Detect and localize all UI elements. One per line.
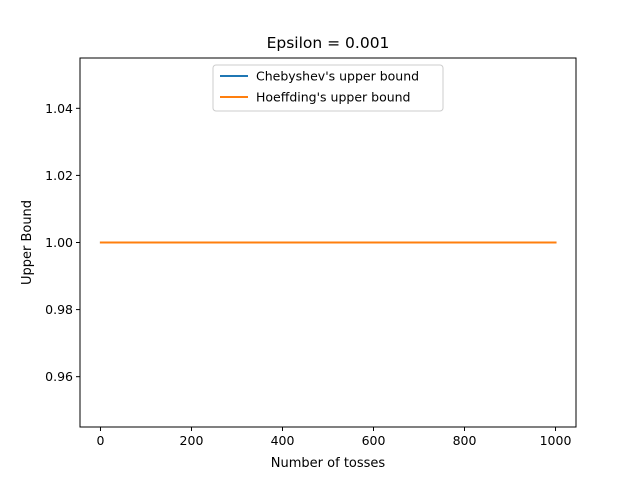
y-tick-label: 1.04: [45, 101, 73, 116]
legend-label-chebyshev: Chebyshev's upper bound: [256, 69, 419, 84]
x-tick-label: 600: [362, 433, 386, 448]
y-tick-label: 0.96: [45, 369, 73, 384]
y-tick-label: 1.00: [45, 235, 73, 250]
x-axis-label: Number of tosses: [271, 456, 386, 471]
chart-title: Epsilon = 0.001: [267, 34, 390, 52]
x-tick-label: 200: [180, 433, 204, 448]
y-tick-label: 1.02: [45, 168, 73, 183]
x-tick-label: 1000: [540, 433, 572, 448]
legend-box: [212, 64, 444, 112]
legend-label-hoeffding: Hoeffding's upper bound: [256, 90, 411, 105]
y-tick-label: 0.98: [45, 302, 73, 317]
x-tick-label: 800: [453, 433, 477, 448]
y-axis-label: Upper Bound: [20, 200, 35, 285]
legend: Chebyshev's upper bound Hoeffding's uppe…: [212, 64, 444, 112]
plot-area: [79, 57, 577, 428]
x-tick-label: 0: [97, 433, 105, 448]
x-axis: 0 200 400 600 800 1000: [97, 427, 572, 448]
x-tick-label: 400: [271, 433, 295, 448]
y-axis: 0.96 0.98 1.00 1.02 1.04: [45, 101, 80, 384]
